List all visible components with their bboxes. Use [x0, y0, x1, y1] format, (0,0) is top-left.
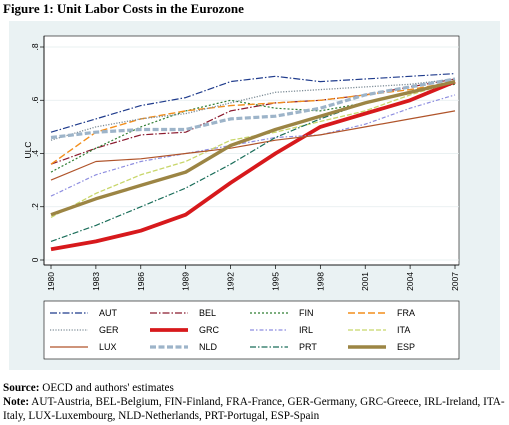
x-tick-label: 1995: [270, 272, 280, 291]
x-tick-label: 1983: [91, 272, 101, 291]
legend-label-esp: ESP: [397, 342, 415, 352]
grid-layer: [44, 46, 459, 261]
note-label: Note:: [3, 396, 30, 408]
note-line: Note: AUT-Austria, BEL-Belgium, FIN-Finl…: [3, 395, 508, 423]
y-tick-label: .6: [30, 96, 40, 103]
x-tick-label: 1989: [181, 272, 191, 291]
axis-layer: 0 .2 .4 .6 .8 1980 1983 1986 1989 1992 1995 1998 200…: [30, 36, 460, 291]
legend-label-nld: NLD: [199, 342, 218, 352]
series-line-aut: [50, 73, 456, 133]
y-axis-label: ULC: [23, 141, 33, 158]
x-tick-label: 2004: [405, 272, 415, 291]
series-line-lux: [50, 110, 456, 181]
legend-label-grc: GRC: [199, 325, 220, 335]
legend: AUT BEL FIN FRA GER GRC IRL ITA LUX NLD PRT ESP: [50, 308, 415, 352]
y-tick-label: .4: [30, 150, 40, 157]
x-tick-label: 2001: [360, 272, 370, 291]
legend-label-prt: PRT: [299, 342, 317, 352]
series-line-nld: [50, 77, 456, 140]
series-line-grc: [50, 79, 456, 252]
legend-label-fra: FRA: [397, 308, 415, 318]
legend-label-ger: GER: [99, 325, 119, 335]
legend-label-aut: AUT: [99, 308, 118, 318]
figure-notes: Source: OECD and authors' estimates Note…: [3, 381, 508, 423]
x-tick-label: 1986: [136, 272, 146, 291]
plot-area: [43, 35, 460, 266]
legend-label-lux: LUX: [99, 342, 117, 352]
note-text: AUT-Austria, BEL-Belgium, FIN-Finland, F…: [3, 396, 505, 422]
source-label: Source:: [3, 382, 40, 394]
legend-label-bel: BEL: [199, 308, 216, 318]
y-tick-label: .2: [30, 203, 40, 210]
legend-label-irl: IRL: [299, 325, 313, 335]
legend-label-ita: ITA: [397, 325, 410, 335]
source-line: Source: OECD and authors' estimates: [3, 381, 508, 395]
x-tick-label: 2007: [450, 272, 460, 291]
x-tick-label: 1998: [315, 272, 325, 291]
source-text: OECD and authors' estimates: [42, 382, 174, 394]
y-tick-label: 0: [30, 257, 40, 262]
legend-label-fin: FIN: [299, 308, 314, 318]
series-layer: [50, 73, 456, 252]
y-tick-label: .8: [30, 43, 40, 50]
series-line-prt: [50, 81, 456, 242]
series-line-esp: [50, 79, 456, 217]
x-tick-label: 1992: [226, 272, 236, 291]
figure-title: Figure 1: Unit Labor Costs in the Eurozo…: [3, 1, 244, 16]
series-line-irl: [50, 94, 456, 197]
x-tick-label: 1980: [46, 272, 56, 291]
